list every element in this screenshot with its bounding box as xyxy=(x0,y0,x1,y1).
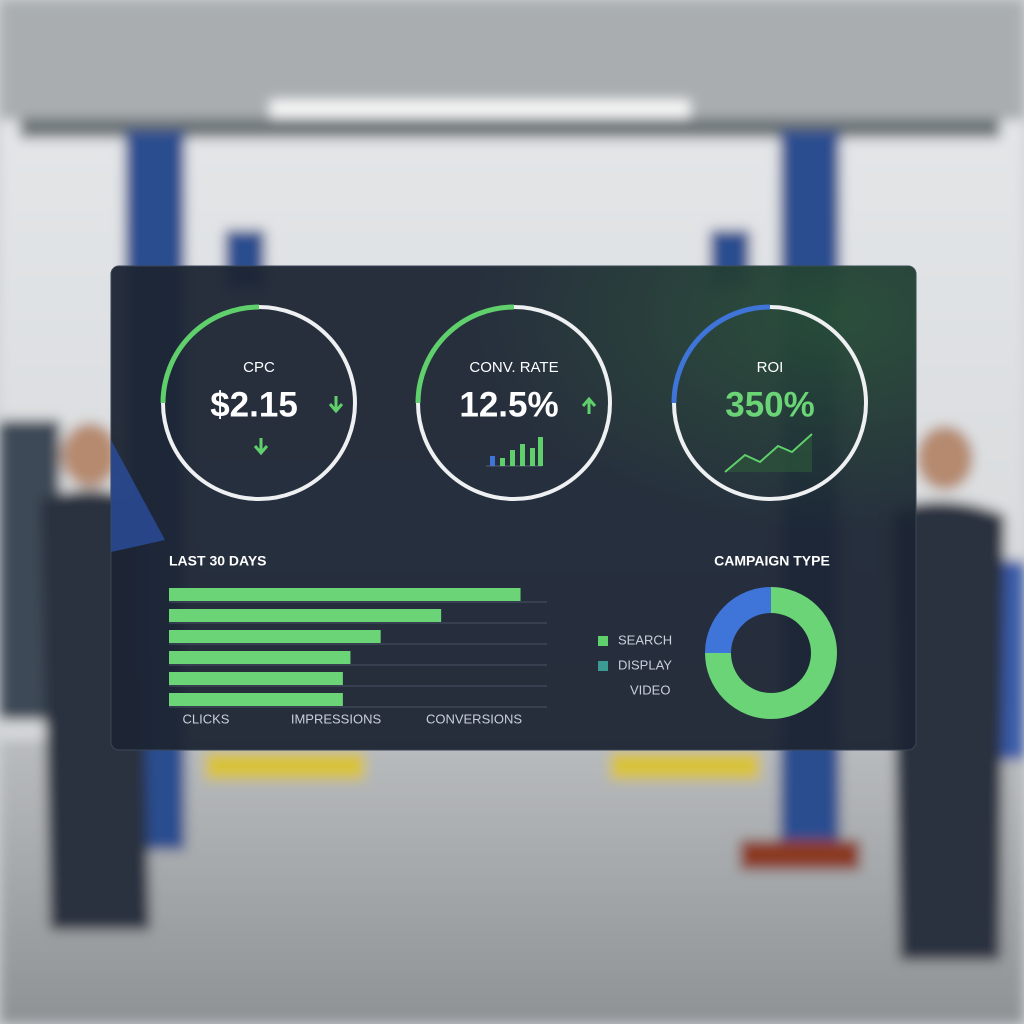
gauge-label: CPC xyxy=(243,359,275,376)
bars-title: LAST 30 DAYS xyxy=(169,553,267,569)
legend-swatch xyxy=(598,661,608,671)
gauge-label: ROI xyxy=(757,359,784,376)
bar xyxy=(169,693,343,706)
axis-label: IMPRESSIONS xyxy=(291,711,382,726)
bar xyxy=(169,630,381,643)
gauge-label: CONV. RATE xyxy=(469,359,558,376)
donut-chart xyxy=(705,587,837,719)
bar-chart: CLICKS IMPRESSIONS CONVERSIONS xyxy=(169,588,547,726)
gauge-value: 12.5% xyxy=(459,385,558,424)
axis-label: CONVERSIONS xyxy=(426,711,522,726)
gauge-value: 350% xyxy=(725,385,815,424)
campaign-title: CAMPAIGN TYPE xyxy=(714,553,830,569)
gauges: CPC $2.15 CONV. RATE 12.5% ROI 350% xyxy=(160,304,868,501)
legend: SEARCH DISPLAY VIDEO xyxy=(598,632,672,697)
bar xyxy=(169,651,351,664)
legend-label: DISPLAY xyxy=(618,657,672,672)
legend-swatch xyxy=(598,636,608,646)
gauge-progress xyxy=(160,304,260,404)
gauge-value: $2.15 xyxy=(210,385,298,424)
axis-label: CLICKS xyxy=(183,711,230,726)
bar xyxy=(169,672,343,685)
icons xyxy=(253,396,813,473)
bar xyxy=(169,588,521,601)
donut-segment xyxy=(705,587,772,654)
donut-segment xyxy=(705,587,837,719)
gauge-progress xyxy=(671,304,771,404)
legend-label: VIDEO xyxy=(630,682,670,697)
legend-label: SEARCH xyxy=(618,632,672,647)
gauge-progress xyxy=(415,304,515,404)
bar xyxy=(169,609,442,622)
